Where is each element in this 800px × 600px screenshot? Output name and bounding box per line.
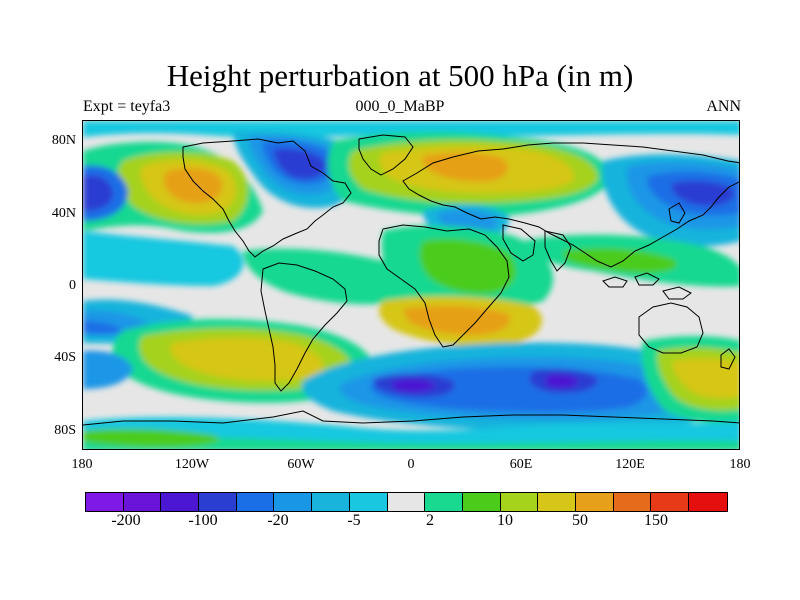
coastlines: [83, 134, 739, 426]
colorbar-label: 2: [426, 512, 434, 529]
x-tick-label-60e: 60E: [509, 457, 533, 472]
y-tick-label-80s: 80S: [54, 423, 76, 438]
colorbar-swatch-2: [161, 493, 200, 511]
colorbar-swatch-3: [199, 493, 237, 511]
colorbar-swatch-12: [538, 493, 576, 511]
colorbar-swatch-13: [575, 493, 614, 511]
colorbar-swatch-0: [86, 493, 124, 511]
colorbar-swatch-5: [274, 493, 313, 511]
x-tick-label-120w: 120W: [174, 457, 210, 472]
colorbar: [85, 492, 728, 512]
time-label: 000_0_MaBP: [355, 98, 445, 115]
colorbar-swatch-11: [500, 493, 539, 511]
contour-map: [83, 121, 739, 449]
plot-title: Height perturbation at 500 hPa (in m): [166, 58, 634, 93]
x-tick-label-180w: 180: [71, 457, 93, 472]
colorbar-label: -100: [188, 512, 218, 529]
colorbar-label: -5: [347, 512, 361, 529]
colorbar-swatch-14: [613, 493, 652, 511]
season-label: ANN: [706, 98, 741, 115]
colorbar-swatch-10: [462, 493, 501, 511]
colorbar-label: 50: [572, 512, 588, 529]
colorbar-label: -20: [267, 512, 289, 529]
x-tick-label-0: 0: [407, 457, 415, 472]
experiment-label: Expt = teyfa3: [83, 98, 171, 115]
colorbar-swatch-6: [312, 493, 350, 511]
colorbar-swatch-16: [689, 493, 727, 511]
colorbar-label: 150: [644, 512, 668, 529]
colorbar-swatch-7: [349, 493, 388, 511]
map-plot-area: [82, 120, 740, 450]
colorbar-label: 10: [497, 512, 513, 529]
y-tick-label-0: 0: [69, 278, 76, 293]
colorbar-swatch-9: [425, 493, 463, 511]
colorbar-swatch-1: [123, 493, 162, 511]
y-tick-label-40s: 40S: [54, 350, 76, 365]
colorbar-swatch-8: [387, 493, 426, 511]
contour-fills: [83, 121, 739, 449]
x-tick-label-120e: 120E: [615, 457, 645, 472]
x-tick-label-180e: 180: [729, 457, 751, 472]
y-tick-label-80n: 80N: [51, 133, 76, 148]
x-tick-label-60w: 60W: [287, 457, 315, 472]
colorbar-swatch-4: [236, 493, 275, 511]
y-tick-label-40n: 40N: [51, 206, 76, 221]
colorbar-swatch-15: [651, 493, 689, 511]
colorbar-label: -200: [111, 512, 141, 529]
